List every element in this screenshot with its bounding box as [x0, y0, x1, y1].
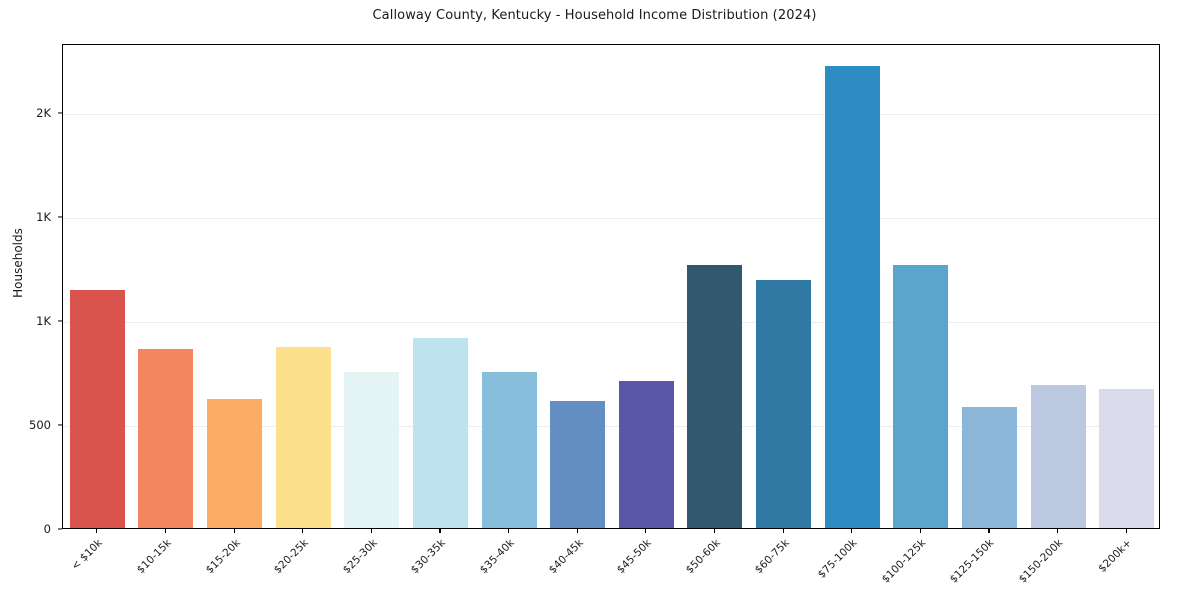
x-tick-mark — [233, 529, 235, 533]
x-tick-mark — [439, 529, 441, 533]
bar-45-50k[interactable] — [618, 381, 674, 528]
y-tick-label: 1K — [36, 313, 51, 328]
x-tick-label: $100-125k — [879, 537, 928, 586]
x-tick-mark — [576, 529, 578, 533]
x-tick-label: $45-50k — [614, 537, 655, 577]
y-tick-label: 500 — [29, 417, 51, 432]
x-tick-mark — [370, 529, 372, 533]
x-tick-mark — [302, 529, 304, 533]
y-tick-mark — [58, 424, 62, 426]
x-tick-label: $10-15k — [134, 537, 174, 577]
x-tick-label: $30-35k — [409, 537, 449, 577]
bar-50-60k[interactable] — [687, 264, 743, 528]
chart-title: Calloway County, Kentucky - Household In… — [372, 8, 817, 23]
bars-container — [63, 45, 1159, 528]
x-tick-label: $125-150k — [948, 537, 997, 586]
bar-10k[interactable] — [69, 289, 125, 528]
y-tick-label: 0 — [43, 522, 51, 536]
x-tick-mark — [645, 529, 647, 533]
plot-area — [62, 44, 1160, 529]
x-tick-label: $15-20k — [203, 537, 243, 577]
x-tick-mark — [988, 529, 990, 533]
y-axis-ticks: 0 500 1K 1K 2K — [0, 44, 62, 536]
x-tick-label: $150-200k — [1016, 537, 1066, 586]
y-tick-mark — [58, 528, 62, 530]
x-tick-label: $35-40k — [477, 537, 517, 577]
bar-25-30k[interactable] — [344, 371, 400, 528]
x-tick-label: $50-60k — [683, 537, 723, 577]
x-tick-mark — [508, 529, 510, 533]
x-tick-label: $200k+ — [1095, 537, 1134, 575]
x-tick-mark — [851, 529, 853, 533]
y-tick-mark — [58, 320, 62, 322]
x-tick-label: $75-100k — [815, 537, 860, 581]
y-tick-mark — [58, 112, 62, 114]
y-tick-label: 1K — [36, 209, 51, 224]
y-tick-label: 2K — [36, 105, 51, 120]
x-tick-label: $40-45k — [546, 537, 586, 577]
x-axis-ticks: < $10k $10-15k $15-20k $20-25k $25-30k $30-35… — [62, 529, 1160, 590]
bar-30-35k[interactable] — [412, 337, 468, 528]
x-tick-label: $20-25k — [271, 537, 311, 577]
bar-35-40k[interactable] — [481, 371, 537, 528]
bar-75-100k[interactable] — [824, 65, 880, 528]
x-tick-label: $25-30k — [340, 537, 380, 577]
y-tick-mark — [58, 216, 62, 218]
bar-150-200k[interactable] — [1030, 385, 1086, 528]
x-tick-mark — [1125, 529, 1127, 533]
bar-125-150k[interactable] — [961, 407, 1017, 528]
bar-10-15k[interactable] — [138, 349, 194, 528]
bar-60-75k[interactable] — [756, 280, 811, 528]
bar-20-25k[interactable] — [275, 346, 331, 528]
bar-200k[interactable] — [1099, 388, 1155, 528]
x-tick-mark — [96, 529, 98, 533]
x-tick-mark — [1057, 529, 1059, 533]
x-tick-label: < $10k — [69, 537, 106, 573]
bar-15-20k[interactable] — [207, 398, 262, 528]
x-tick-label: $60-75k — [752, 537, 792, 577]
bar-40-45k[interactable] — [550, 401, 606, 528]
x-tick-mark — [164, 529, 167, 533]
x-tick-mark — [782, 529, 784, 533]
bar-100-125k[interactable] — [893, 264, 949, 528]
x-tick-mark — [713, 529, 716, 533]
x-tick-mark — [919, 529, 921, 533]
